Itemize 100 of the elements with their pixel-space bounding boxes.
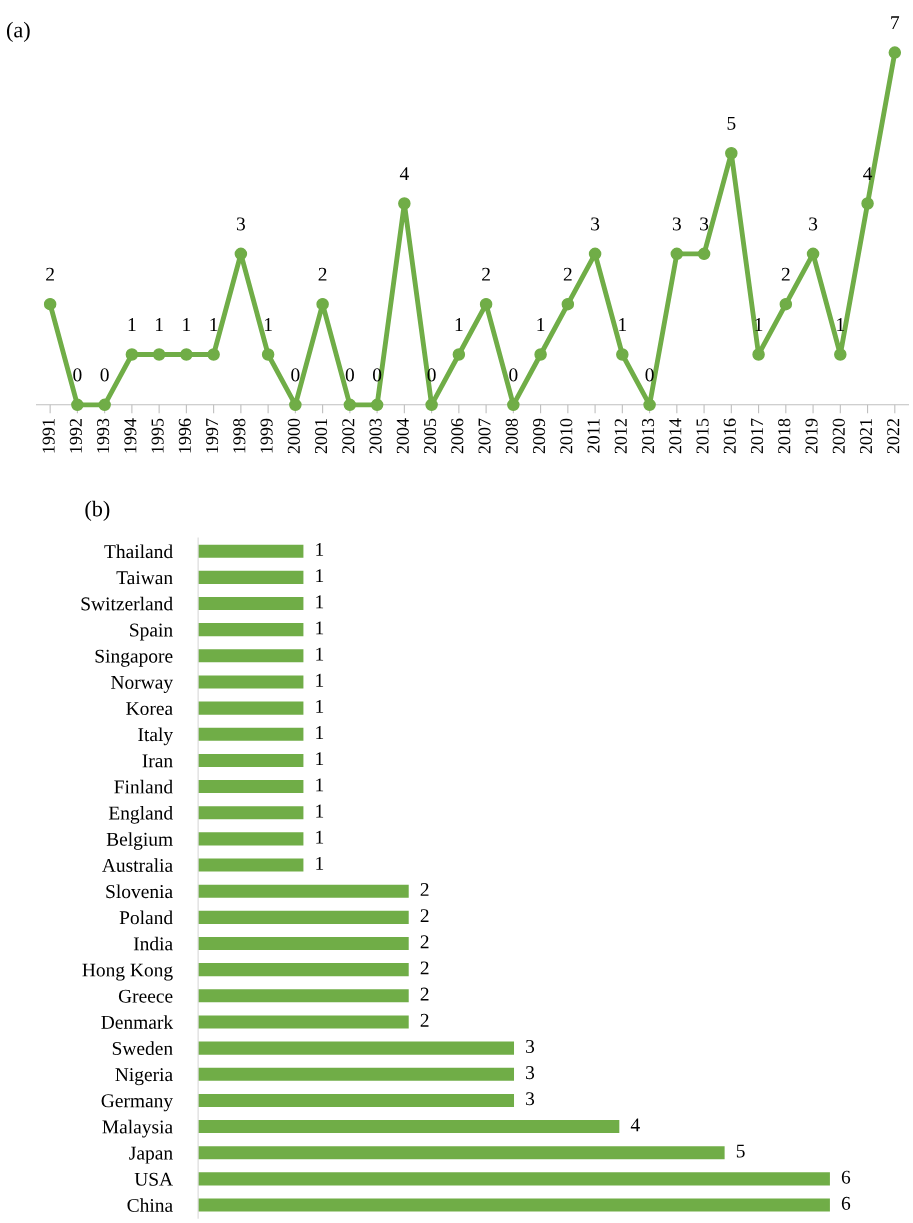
bar: [198, 1015, 409, 1029]
data-label: 1: [316, 543, 324, 556]
data-label: 1: [316, 752, 324, 766]
data-label: 6: [841, 1170, 851, 1184]
data-label: 3: [526, 1039, 535, 1053]
y-tick-label: Switzerland: [81, 596, 173, 611]
data-label: 2: [420, 961, 429, 975]
x-tick-label: 2022: [887, 419, 900, 454]
x-tick-label: 2021: [859, 419, 873, 454]
point: [888, 46, 902, 59]
x-tick-label: 1999: [260, 418, 273, 453]
x-tick-label: 2020: [832, 418, 845, 454]
x-tick-label: 2010: [560, 418, 573, 454]
data-label: 0: [291, 368, 300, 382]
point: [806, 247, 820, 261]
point: [697, 247, 711, 261]
x-tick-label: 2013: [641, 418, 655, 454]
data-label: 1: [316, 699, 324, 713]
point: [643, 398, 656, 412]
point: [289, 398, 302, 412]
x-tick-label: 2000: [287, 418, 300, 454]
bar: [198, 649, 304, 663]
bar: [198, 936, 409, 951]
point: [479, 297, 493, 311]
y-tick-label: Australia: [102, 858, 173, 872]
point: [234, 247, 248, 261]
point: [152, 348, 166, 361]
x-tick-label: 1995: [151, 418, 164, 453]
data-label: 2: [420, 935, 429, 949]
data-label: 1: [210, 318, 218, 331]
y-tick-label: Malaysia: [102, 1119, 173, 1138]
data-label: 1: [264, 318, 272, 331]
x-tick-label: 2005: [423, 418, 437, 454]
bar: [198, 1120, 620, 1134]
data-label: 3: [700, 217, 709, 231]
data-label: 1: [155, 318, 163, 331]
data-label: 0: [345, 368, 354, 382]
x-tick-label: 2019: [805, 418, 818, 454]
point: [534, 348, 547, 361]
data-label: 2: [46, 267, 54, 281]
y-tick-label: USA: [134, 1172, 173, 1186]
point: [452, 348, 466, 361]
bar: [198, 753, 304, 767]
data-label: 1: [316, 647, 324, 661]
chart-title: (b): [85, 500, 110, 521]
y-tick-label: Korea: [126, 702, 173, 716]
point: [180, 348, 193, 361]
point: [507, 398, 520, 412]
x-tick-label: 2004: [396, 418, 409, 454]
data-label: 1: [619, 318, 627, 331]
point: [343, 398, 357, 412]
x-tick-label: 2016: [723, 418, 736, 454]
point: [43, 297, 57, 311]
y-tick-label: Iran: [142, 754, 173, 768]
data-label: 1: [455, 318, 463, 331]
x-tick-label: 1996: [178, 418, 191, 453]
x-tick-label: 2011: [587, 419, 600, 453]
bar: [198, 806, 304, 820]
y-tick-label: Taiwan: [116, 571, 173, 585]
x-tick-label: 1998: [233, 418, 246, 453]
point: [125, 348, 139, 361]
data-label: 3: [809, 217, 818, 231]
data-label: 0: [73, 368, 82, 382]
point: [752, 348, 765, 361]
data-label: 2: [482, 267, 490, 281]
y-tick-label: Singapore: [95, 649, 173, 667]
x-tick-label: 2014: [669, 418, 682, 454]
y-tick-label: China: [127, 1198, 173, 1212]
data-label: 0: [509, 368, 518, 382]
y-tick-label: Denmark: [101, 1015, 174, 1029]
point: [370, 398, 384, 412]
point: [207, 348, 220, 361]
point: [316, 297, 329, 311]
bar: [198, 780, 304, 794]
data-label: 2: [318, 267, 327, 281]
x-tick-label: 1993: [97, 418, 110, 453]
bar: [198, 1146, 725, 1160]
x-tick-label: 2002: [342, 419, 355, 454]
data-label: 2: [420, 987, 429, 1001]
bar: [198, 832, 304, 846]
data-label: 1: [316, 621, 324, 635]
point: [261, 348, 275, 361]
data-label: 1: [316, 673, 324, 687]
x-tick-label: 2009: [532, 418, 546, 454]
point: [588, 247, 602, 261]
chart-title: (a): [6, 21, 30, 42]
data-label: 3: [526, 1066, 535, 1080]
y-tick-label: Belgium: [106, 832, 173, 850]
data-label: 1: [183, 318, 191, 331]
bar: [198, 727, 304, 741]
data-label: 1: [537, 318, 545, 331]
data-label: 3: [236, 217, 245, 231]
point: [725, 146, 738, 160]
x-tick-label: 2012: [614, 419, 627, 454]
bar: [198, 858, 304, 872]
data-label: 5: [736, 1144, 745, 1158]
bar: [198, 701, 304, 715]
point: [425, 398, 438, 412]
y-tick-label: Spain: [130, 623, 173, 641]
x-tick-label: 2007: [478, 418, 491, 454]
